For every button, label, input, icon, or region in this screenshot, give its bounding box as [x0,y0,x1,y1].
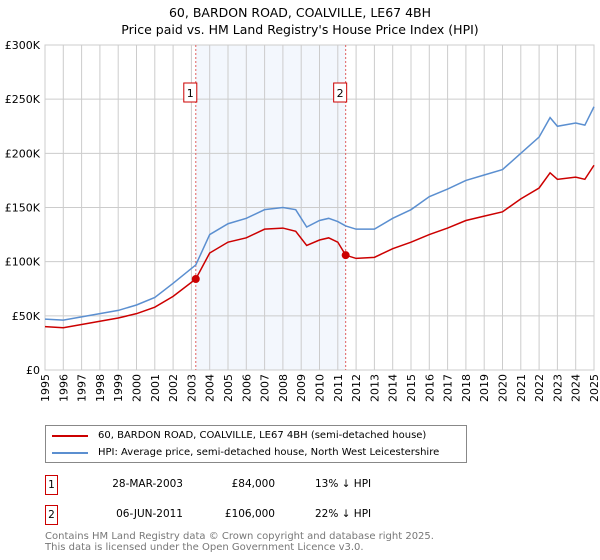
sale-point [191,275,200,283]
x-tick-label: 2025 [588,374,600,402]
sale-label-box [333,82,348,103]
x-tick-label: 2023 [551,374,564,402]
x-tick-label: 2014 [387,374,400,402]
sale-marker: 1 [45,475,58,495]
x-tick-label: 1996 [57,374,70,402]
x-tick-label: 2008 [277,374,290,402]
x-tick-label: 2006 [240,374,253,402]
x-tick-label: 2010 [314,374,327,402]
sale-hpi-diff: 22% ↓ HPI [315,508,372,520]
y-tick-label: £200K [5,147,41,160]
x-tick-label: 2005 [222,374,235,402]
hpi-line [44,106,595,321]
x-tick-label: 2011 [332,374,345,402]
title-line-2: Price paid vs. HM Land Registry's House … [121,22,479,37]
legend: 60, BARDON ROAD, COALVILLE, LE67 4BH (se… [45,425,467,463]
y-tick-label: £250K [5,93,41,106]
x-tick-label: 2022 [533,374,546,402]
y-tick-label: £100K [5,256,41,269]
x-tick-label: 2012 [350,374,363,402]
legend-label-hpi: HPI: Average price, semi-detached house,… [98,447,440,458]
x-tick-label: 2007 [259,374,272,402]
sale-price: £106,000 [224,508,275,520]
x-tick-label: 2004 [204,374,217,402]
y-tick-label: £300K [5,39,41,52]
sale-label: 1 [187,87,194,100]
chart-title: 60, BARDON ROAD, COALVILLE, LE67 4BH Pri… [0,4,600,38]
x-tick-label: 2021 [515,374,528,402]
x-tick-label: 2016 [423,374,436,402]
x-tick-label: 2017 [442,374,455,402]
sale-marker: 2 [45,505,58,525]
x-tick-label: 2002 [167,374,180,402]
sale-row-2: 2 06-JUN-2011 £106,000 22% ↓ HPI [45,505,445,525]
x-tick-label: 2019 [478,374,491,402]
footer-copyright: Contains HM Land Registry data © Crown c… [45,531,434,542]
sale-date: 28-MAR-2003 [112,478,183,490]
footer-licence: This data is licensed under the Open Gov… [45,542,364,553]
sale-label-box [183,82,198,103]
sale-row-1: 1 28-MAR-2003 £84,000 13% ↓ HPI [45,475,445,495]
sale-hpi-diff: 13% ↓ HPI [315,478,372,490]
sale-date: 06-JUN-2011 [116,508,183,520]
x-tick-label: 1997 [76,374,89,402]
property-line [44,164,595,329]
x-tick-label: 2003 [185,374,198,402]
x-tick-label: 1995 [39,374,52,402]
legend-label-property: 60, BARDON ROAD, COALVILLE, LE67 4BH (se… [98,430,427,441]
sale-label: 2 [337,87,344,100]
footer: Contains HM Land Registry data © Crown c… [45,531,434,553]
price-chart: 1995 1996 1997 1998 1999 2000 2001 2002 2003 2004… [5,39,600,402]
x-tick-label: 2020 [497,374,510,402]
legend-swatch-hpi [52,451,88,454]
x-tick-label: 1999 [112,374,125,402]
x-tick-label: 2009 [295,374,308,402]
y-tick-label: £150K [5,202,41,215]
y-tick-label: £0 [26,364,40,377]
sale-price: £84,000 [231,478,275,490]
legend-swatch-property [52,434,88,437]
x-tick-label: 2013 [368,374,381,402]
x-tick-label: 2000 [131,374,144,402]
x-tick-label: 2001 [149,374,162,402]
x-tick-label: 2018 [460,374,473,402]
plot-border [44,44,595,371]
sale-point [341,251,350,260]
y-tick-label: £50K [12,310,41,323]
x-tick-label: 2015 [405,374,418,402]
legend-item-hpi: HPI: Average price, semi-detached house,… [52,447,439,458]
x-tick-label: 2024 [570,374,583,402]
legend-item-property: 60, BARDON ROAD, COALVILLE, LE67 4BH (se… [52,430,426,441]
x-tick-label: 1998 [94,374,107,402]
title-line-1: 60, BARDON ROAD, COALVILLE, LE67 4BH [168,5,432,20]
